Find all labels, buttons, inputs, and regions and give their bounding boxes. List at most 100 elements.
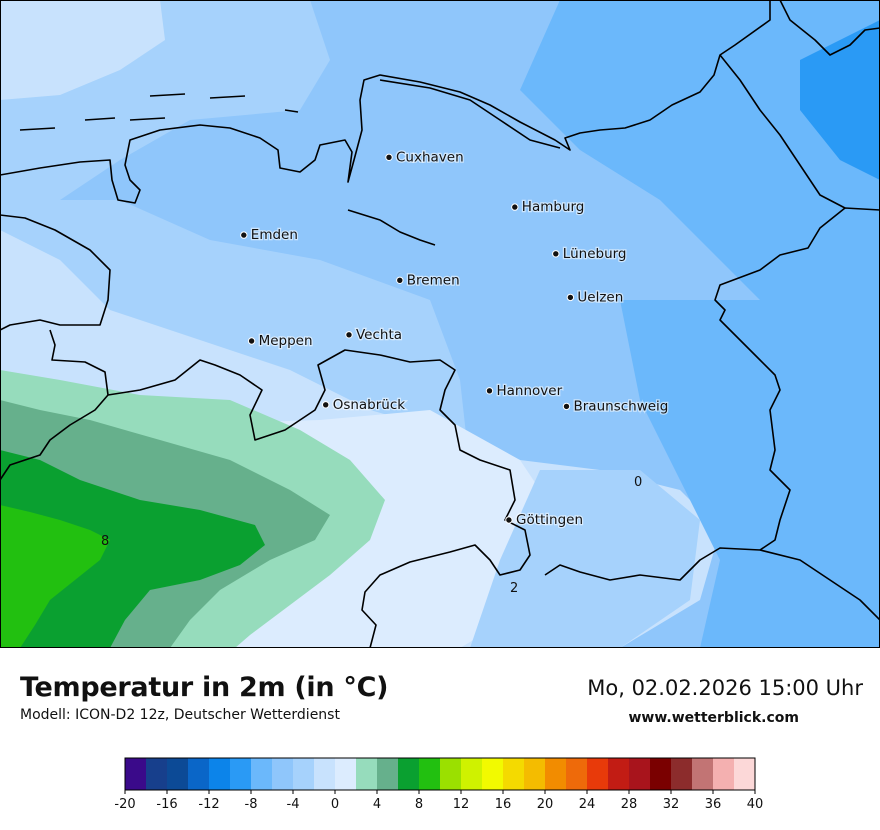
city-label: Göttingen: [516, 512, 583, 528]
city-dot: [562, 402, 571, 411]
map-title: Temperatur in 2m (in °C): [20, 672, 389, 703]
city-dot: [385, 153, 393, 162]
legend-swatch: [440, 758, 462, 790]
legend-swatch: [398, 758, 420, 790]
city-label: Osnabrück: [333, 397, 406, 413]
legend-tick-label: -20: [114, 797, 135, 812]
footer-right: Mo, 02.02.2026 15:00 Uhr www.wetterblick…: [587, 676, 863, 726]
city-dot: [566, 293, 575, 302]
city-dot: [505, 516, 513, 524]
legend-tick-label: 28: [621, 797, 638, 812]
legend-swatch: [524, 758, 546, 790]
city-label: Meppen: [259, 333, 313, 349]
legend-swatch: [272, 758, 294, 790]
isoline-label-2: 2: [510, 581, 518, 596]
legend-tick-label: -8: [245, 797, 258, 812]
state-border-east-2: [714, 207, 880, 551]
website-link[interactable]: www.wetterblick.com: [628, 710, 800, 726]
footer-left: Temperatur in 2m (in °C) Modell: ICON-D2…: [20, 672, 388, 723]
legend-swatch: [188, 758, 210, 790]
legend-swatch: [629, 758, 651, 790]
city-label: Hannover: [497, 383, 563, 399]
legend-swatch: [146, 758, 168, 790]
baltic-coast: [779, 0, 880, 56]
legend-swatch: [419, 758, 441, 790]
legend-tick-label: -4: [287, 797, 300, 812]
legend-swatch: [209, 758, 231, 790]
warm-area: [0, 370, 385, 648]
city-dot: [485, 387, 494, 395]
city-dot: [240, 231, 248, 239]
legend-swatches: [125, 758, 756, 790]
state-border-nrw: [107, 349, 531, 648]
field-cool-south-east: [470, 470, 700, 648]
city-dot: [511, 203, 519, 211]
legend-swatch: [314, 758, 336, 790]
isoline-label-0: 0: [634, 475, 642, 490]
legend-ticks: -20 -16 -12 -8 -4 0 4 8 12 16 20 24 28 32 36 40: [114, 790, 763, 812]
border-west-2: [0, 329, 109, 481]
city-label: Lüneburg: [563, 246, 627, 262]
legend-swatch: [230, 758, 252, 790]
legend-swatch: [482, 758, 504, 790]
city-markers: Cuxhaven Hamburg Emden Lüneburg Bremen Uelzen…: [240, 148, 670, 529]
temperature-legend: -20 -16 -12 -8 -4 0 4 8 12 16 20 24 28 32 36 40: [114, 757, 763, 812]
forecast-datetime: Mo, 02.02.2026 15:00 Uhr: [587, 676, 863, 700]
legend-tick-label: 8: [415, 797, 423, 812]
city-label: Hamburg: [522, 199, 585, 215]
city-dot: [345, 331, 353, 339]
legend-swatch: [293, 758, 315, 790]
elbe-estuary: [379, 79, 561, 149]
legend-swatch: [608, 758, 630, 790]
legend-swatch: [335, 758, 357, 790]
legend-swatch: [650, 758, 672, 790]
city-dot: [552, 250, 560, 258]
state-border-east: [544, 547, 880, 621]
legend-swatch: [167, 758, 189, 790]
city-label: Cuxhaven: [396, 149, 464, 165]
city-label: Emden: [251, 227, 298, 243]
legend-swatch: [503, 758, 525, 790]
legend-tick-label: 32: [663, 797, 680, 812]
legend-tick-label: 24: [579, 797, 596, 812]
legend-tick-label: -16: [156, 797, 177, 812]
legend-swatch: [125, 758, 147, 790]
boundaries: [0, 0, 880, 648]
legend-tick-label: 20: [537, 797, 554, 812]
legend-tick-label: 36: [705, 797, 722, 812]
legend-tick-label: 12: [453, 797, 470, 812]
legend-swatch: [587, 758, 609, 790]
city-label: Vechta: [356, 327, 402, 343]
city-dot: [396, 276, 404, 284]
model-info: Modell: ICON-D2 12z, Deutscher Wetterdie…: [20, 707, 340, 723]
city-dot: [322, 401, 330, 409]
isoline-label-8: 8: [101, 534, 109, 549]
state-border-mv: [719, 54, 846, 209]
temperature-map[interactable]: 0 2 8 Cuxhaven Hamburg Emden Lüneburg Bremen…: [0, 0, 880, 648]
legend-tick-label: -12: [198, 797, 219, 812]
isoline-labels: 0 2 8: [101, 475, 642, 596]
city-dot: [247, 337, 256, 345]
border-west: [0, 214, 111, 331]
legend-swatch: [377, 758, 399, 790]
field-e-mid: [620, 300, 880, 648]
legend-swatch: [692, 758, 714, 790]
legend-swatch: [356, 758, 378, 790]
city-label: Braunschweig: [574, 398, 669, 414]
weser-estuary: [347, 209, 436, 246]
legend-swatch: [671, 758, 693, 790]
legend-swatch: [734, 758, 756, 790]
coastline: [0, 0, 771, 204]
legend-swatch: [713, 758, 735, 790]
legend-swatch: [545, 758, 567, 790]
legend-tick-label: 0: [331, 797, 339, 812]
legend-swatch: [251, 758, 273, 790]
island-1: [19, 93, 299, 131]
legend-frame: [124, 757, 756, 791]
field-ne-deep: [800, 20, 880, 180]
city-label: Bremen: [407, 272, 460, 288]
temperature-field: [0, 0, 880, 648]
legend-swatch: [566, 758, 588, 790]
legend-swatch: [461, 758, 483, 790]
field-lighter-nw: [0, 0, 165, 100]
